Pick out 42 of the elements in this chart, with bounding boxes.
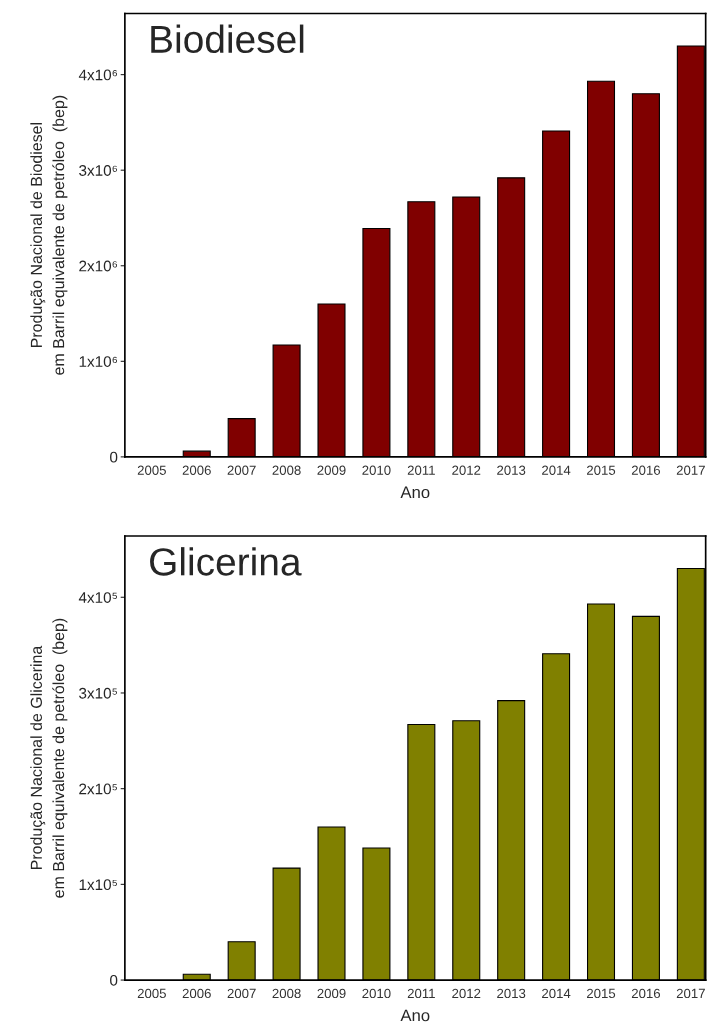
x-axis-title: Ano xyxy=(400,1009,430,1022)
y-tick-label: 0 xyxy=(110,974,118,986)
x-tick-label: 2010 xyxy=(362,988,391,999)
x-tick-label: 2012 xyxy=(452,465,481,475)
x-tick-label: 2005 xyxy=(137,988,166,999)
x-tick-label: 2007 xyxy=(227,465,256,475)
y-tick-label: 3x10⁶ xyxy=(79,165,118,176)
x-tick-label: 2016 xyxy=(631,465,661,475)
x-tick-label: 2014 xyxy=(542,465,571,475)
x-tick-label: 2010 xyxy=(362,465,391,475)
x-tick-label: 2015 xyxy=(587,988,616,999)
y-axis-title: Produção Nacional de Biodiesel em Barril equivalente de petróleo (bep) xyxy=(30,95,68,375)
x-tick-label: 2013 xyxy=(497,988,526,999)
x-tick-label: 2017 xyxy=(676,465,705,475)
x-tick-label: 2006 xyxy=(182,988,211,999)
x-tick-label: 2015 xyxy=(587,465,616,475)
x-tick-label: 2012 xyxy=(452,988,481,999)
y-axis-title: Produção Nacional de Glicerina em Barril equivalente de petróleo (bep) xyxy=(30,618,68,898)
y-tick-label: 2x10⁶ xyxy=(79,260,118,272)
y-tick-label: 2x10⁵ xyxy=(79,783,117,795)
x-tick-label: 2011 xyxy=(407,465,435,475)
y-tick-label: 0 xyxy=(110,451,118,463)
x-tick-label: 2011 xyxy=(407,988,435,999)
x-tick-label: 2017 xyxy=(676,988,705,999)
y-tick-label: 1x10⁶ xyxy=(79,356,118,367)
y-tick-label: 1x10⁵ xyxy=(79,879,117,891)
x-tick-label: 2016 xyxy=(631,988,661,999)
x-axis-title: Ano xyxy=(400,486,430,499)
chart-title: Biodiesel xyxy=(151,24,304,54)
chart-title: Glicerina xyxy=(150,547,302,576)
x-tick-label: 2009 xyxy=(317,465,346,475)
x-tick-label: 2008 xyxy=(272,465,301,475)
x-tick-label: 2007 xyxy=(227,988,256,999)
y-tick-label: 3x10⁵ xyxy=(79,687,117,699)
x-tick-label: 2008 xyxy=(272,988,301,999)
x-tick-label: 2006 xyxy=(182,465,211,475)
x-tick-label: 2009 xyxy=(317,988,346,999)
y-tick-label: 4x10⁵ xyxy=(78,592,117,603)
x-tick-label: 2005 xyxy=(137,465,166,475)
y-tick-label: 4x10⁶ xyxy=(78,69,118,81)
x-tick-label: 2014 xyxy=(542,988,571,999)
x-tick-label: 2013 xyxy=(497,465,526,475)
